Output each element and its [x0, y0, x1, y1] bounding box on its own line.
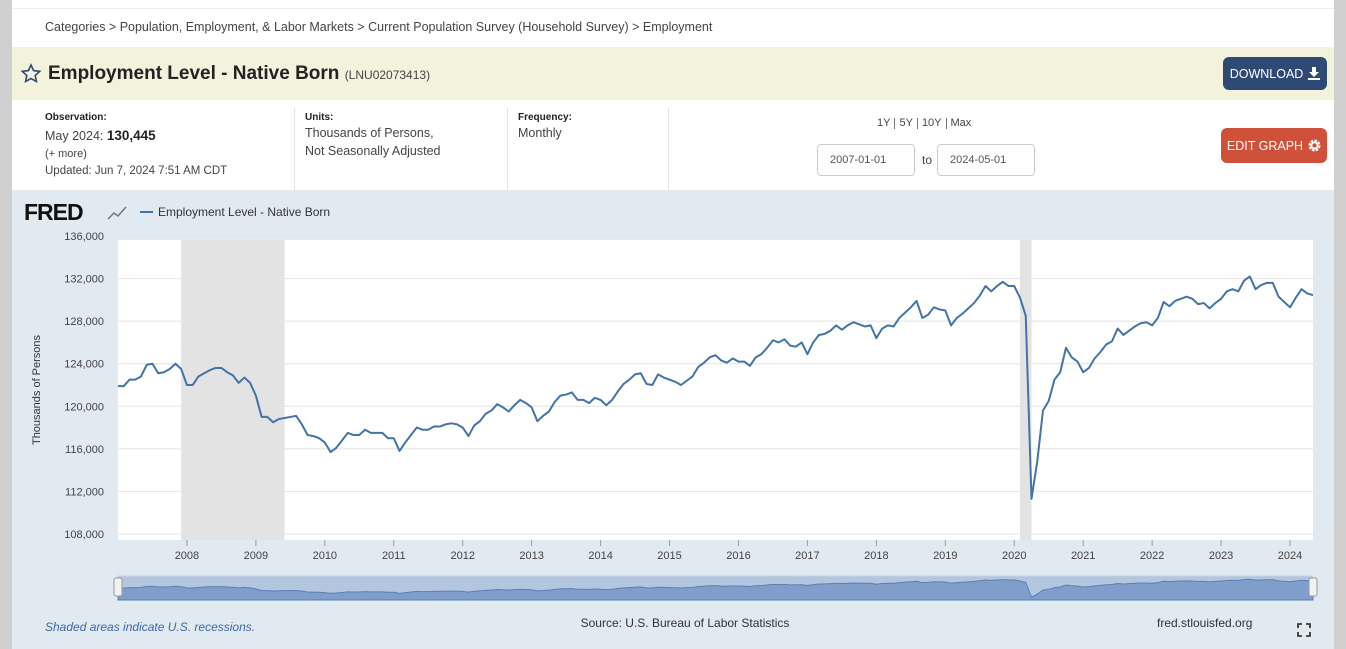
y-axis-label: Thousands of Persons [31, 334, 43, 445]
x-tick-label: 2019 [933, 550, 957, 562]
units-1: Thousands of Persons, [305, 126, 434, 140]
range-link[interactable]: 1Y [877, 117, 891, 129]
download-label: DOWNLOAD [1229, 66, 1304, 81]
end-date-input[interactable]: 2024-05-01 [937, 144, 1035, 176]
x-tick-label: 2023 [1209, 550, 1233, 562]
x-tick-label: 2014 [588, 550, 612, 562]
units-2: Not Seasonally Adjusted [305, 144, 441, 158]
x-tick-label: 2020 [1002, 550, 1026, 562]
star-icon[interactable] [20, 63, 42, 85]
series-title: Employment Level - Native Born (LNU02073… [48, 63, 430, 85]
series-line [118, 275, 1314, 500]
title-bar [12, 47, 1334, 100]
range-link[interactable]: 10Y [916, 118, 946, 129]
frequency: Monthly [518, 126, 562, 140]
x-tick-label: 2017 [795, 550, 819, 562]
source: Source: U.S. Bureau of Labor Statistics [581, 616, 790, 630]
start-date-input[interactable]: 2007-01-01 [817, 144, 915, 176]
navigator-handle[interactable] [113, 577, 123, 597]
edit-label: EDIT GRAPH [1226, 138, 1304, 153]
fullscreen-icon[interactable] [1297, 623, 1311, 637]
y-tick-label: 128,000 [64, 316, 104, 328]
edit-graph-button[interactable]: EDIT GRAPH [1221, 128, 1327, 163]
site[interactable]: fred.stlouisfed.org [1157, 616, 1252, 630]
observation: May 2024: 130,445 [45, 127, 156, 145]
navigator-handle[interactable] [1308, 577, 1318, 597]
recession-band [181, 240, 285, 540]
separator [507, 108, 508, 190]
observation-label: Observation: [45, 112, 107, 123]
separator [668, 108, 669, 190]
x-tick-label: 2009 [244, 550, 268, 562]
range-link[interactable]: Max [945, 118, 976, 129]
y-tick-label: 108,000 [64, 529, 104, 541]
series-id: (LNU02073413) [344, 68, 431, 82]
x-tick-label: 2012 [450, 550, 474, 562]
fred-logo: FRED [24, 199, 83, 225]
x-tick-label: 2013 [519, 550, 543, 562]
range-links: 1Y 5Y 10Y Max [873, 118, 975, 129]
separator [294, 108, 295, 190]
y-tick-label: 132,000 [64, 274, 104, 286]
plot-area [118, 240, 1313, 540]
x-tick-label: 2022 [1140, 550, 1164, 562]
x-tick-label: 2008 [175, 550, 199, 562]
y-tick-label: 124,000 [64, 359, 104, 371]
x-tick-label: 2021 [1071, 550, 1095, 562]
y-tick-label: 112,000 [65, 486, 104, 498]
more-link[interactable]: (+ more) [45, 148, 87, 160]
y-tick-label: 120,000 [64, 401, 104, 413]
gear-icon [1308, 139, 1321, 152]
y-tick-label: 136,000 [64, 231, 104, 243]
download-icon [1308, 67, 1321, 80]
breadcrumb[interactable]: Categories > Population, Employment, & L… [45, 20, 713, 34]
range-link[interactable]: 5Y [894, 118, 916, 129]
observation-value: 130,445 [106, 128, 156, 143]
y-tick-label: 116,000 [65, 444, 104, 456]
frequency-label: Frequency: [518, 112, 572, 123]
x-tick-label: 2010 [313, 550, 337, 562]
navigator-area [117, 578, 1314, 601]
legend-label: Employment Level - Native Born [158, 205, 330, 219]
x-tick-label: 2015 [657, 550, 681, 562]
logo-icon [107, 206, 127, 220]
x-tick-label: 2011 [382, 550, 406, 562]
units-label: Units: [305, 112, 334, 123]
top-strip [12, 0, 1334, 9]
x-tick-label: 2024 [1278, 550, 1302, 562]
updated: Updated: Jun 7, 2024 7:51 AM CDT [45, 165, 228, 177]
observation-date: May 2024: [45, 129, 104, 143]
download-button[interactable]: DOWNLOAD [1223, 57, 1327, 90]
chart: FRED Thousands of Persons Shaded areas i… [12, 190, 1334, 649]
to-label: to [922, 153, 933, 167]
x-tick-label: 2018 [864, 550, 888, 562]
x-tick-label: 2016 [726, 550, 750, 562]
recession-note: Shaded areas indicate U.S. recessions. [45, 620, 255, 634]
title: Employment Level - Native Born [48, 63, 340, 84]
recession-band [1019, 240, 1032, 540]
